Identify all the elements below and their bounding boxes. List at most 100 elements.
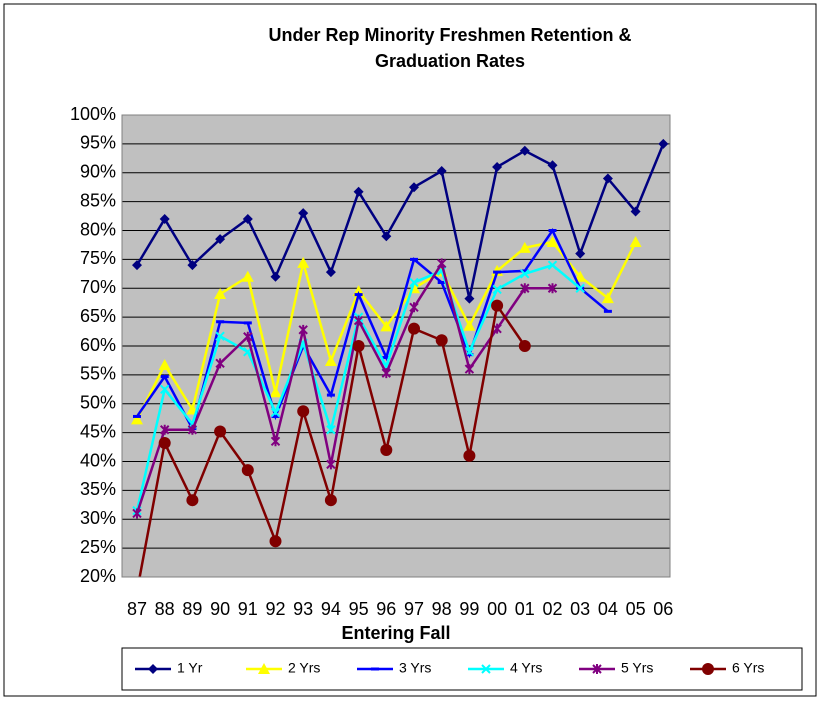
marker	[159, 424, 170, 435]
marker	[408, 322, 420, 335]
marker	[492, 284, 502, 295]
legend-label: 2 Yrs	[288, 660, 320, 676]
marker	[464, 293, 475, 304]
x-axis-title: Entering Fall	[341, 623, 450, 643]
legend	[121, 647, 803, 691]
marker	[382, 356, 391, 360]
marker	[601, 292, 614, 304]
legend-marker	[592, 664, 602, 674]
marker	[603, 309, 612, 313]
x-tick-label: 98	[432, 599, 452, 619]
y-tick-label: 35%	[80, 479, 116, 499]
x-tick-label: 91	[238, 599, 258, 619]
marker	[325, 267, 336, 278]
marker	[270, 407, 281, 418]
marker	[132, 508, 142, 519]
marker	[520, 269, 529, 273]
legend-marker	[258, 663, 270, 674]
y-tick-label: 90%	[80, 162, 116, 182]
x-tick-label: 02	[542, 599, 562, 619]
marker	[492, 161, 503, 172]
marker	[243, 331, 253, 342]
marker	[214, 425, 227, 438]
marker	[132, 260, 142, 271]
legend-label: 6 Yrs	[732, 660, 764, 676]
series-line	[135, 260, 553, 514]
marker	[159, 384, 170, 395]
marker	[215, 234, 226, 245]
marker	[216, 320, 225, 324]
marker	[354, 293, 363, 297]
marker	[326, 425, 336, 435]
x-tick-label: 99	[459, 599, 479, 619]
marker	[602, 173, 613, 184]
marker	[270, 271, 281, 282]
marker	[575, 283, 585, 293]
marker	[353, 186, 364, 197]
marker	[381, 368, 392, 379]
marker	[464, 364, 475, 375]
marker	[269, 535, 282, 548]
marker	[436, 166, 447, 177]
x-tick-label: 92	[265, 599, 285, 619]
x-tick-label: 05	[626, 599, 646, 619]
marker	[186, 494, 199, 507]
y-tick-label: 55%	[80, 364, 116, 384]
x-tick-label: 06	[653, 599, 673, 619]
x-tick-label: 90	[210, 599, 230, 619]
marker	[463, 319, 476, 331]
series-line	[135, 143, 665, 299]
marker	[326, 459, 336, 470]
marker	[380, 443, 393, 456]
marker	[215, 358, 225, 369]
y-tick-label: 95%	[80, 133, 116, 153]
marker	[547, 260, 558, 270]
legend-label: 4 Yrs	[510, 660, 542, 676]
y-tick-label: 25%	[80, 537, 116, 557]
legend-label: 3 Yrs	[399, 660, 431, 676]
marker	[435, 334, 448, 347]
marker	[160, 375, 169, 379]
legend-marker	[481, 664, 491, 674]
y-tick-label: 80%	[80, 219, 116, 239]
marker	[436, 258, 447, 269]
marker	[271, 414, 280, 418]
marker	[353, 315, 364, 326]
marker	[187, 424, 198, 435]
marker	[658, 138, 669, 149]
marker	[159, 213, 170, 224]
marker	[548, 229, 557, 232]
marker	[437, 280, 446, 284]
series	[132, 258, 558, 519]
legend-label: 1 Yr	[177, 660, 203, 676]
marker	[298, 324, 308, 335]
marker	[298, 208, 309, 219]
series	[138, 299, 531, 577]
marker	[463, 449, 476, 462]
marker	[242, 213, 253, 224]
chart-title: Under Rep Minority Freshmen Retention & …	[268, 25, 632, 71]
x-tick-label: 93	[293, 599, 313, 619]
marker	[493, 270, 502, 274]
marker	[131, 413, 143, 425]
y-tick-label: 65%	[80, 306, 116, 326]
x-tick-label: 04	[598, 599, 618, 619]
marker	[518, 340, 531, 352]
marker	[324, 355, 337, 367]
marker	[297, 405, 310, 418]
marker	[214, 288, 227, 300]
marker	[215, 331, 225, 341]
marker	[547, 283, 558, 294]
marker	[520, 269, 530, 279]
marker	[381, 231, 392, 242]
legend-marker	[148, 664, 158, 674]
marker	[518, 241, 531, 253]
marker	[630, 206, 641, 217]
legend-label: 5 Yrs	[621, 660, 653, 676]
marker	[519, 145, 530, 156]
marker	[409, 302, 419, 313]
x-tick-label: 95	[349, 599, 369, 619]
y-tick-label: 50%	[80, 393, 116, 413]
x-tick-label: 89	[182, 599, 202, 619]
